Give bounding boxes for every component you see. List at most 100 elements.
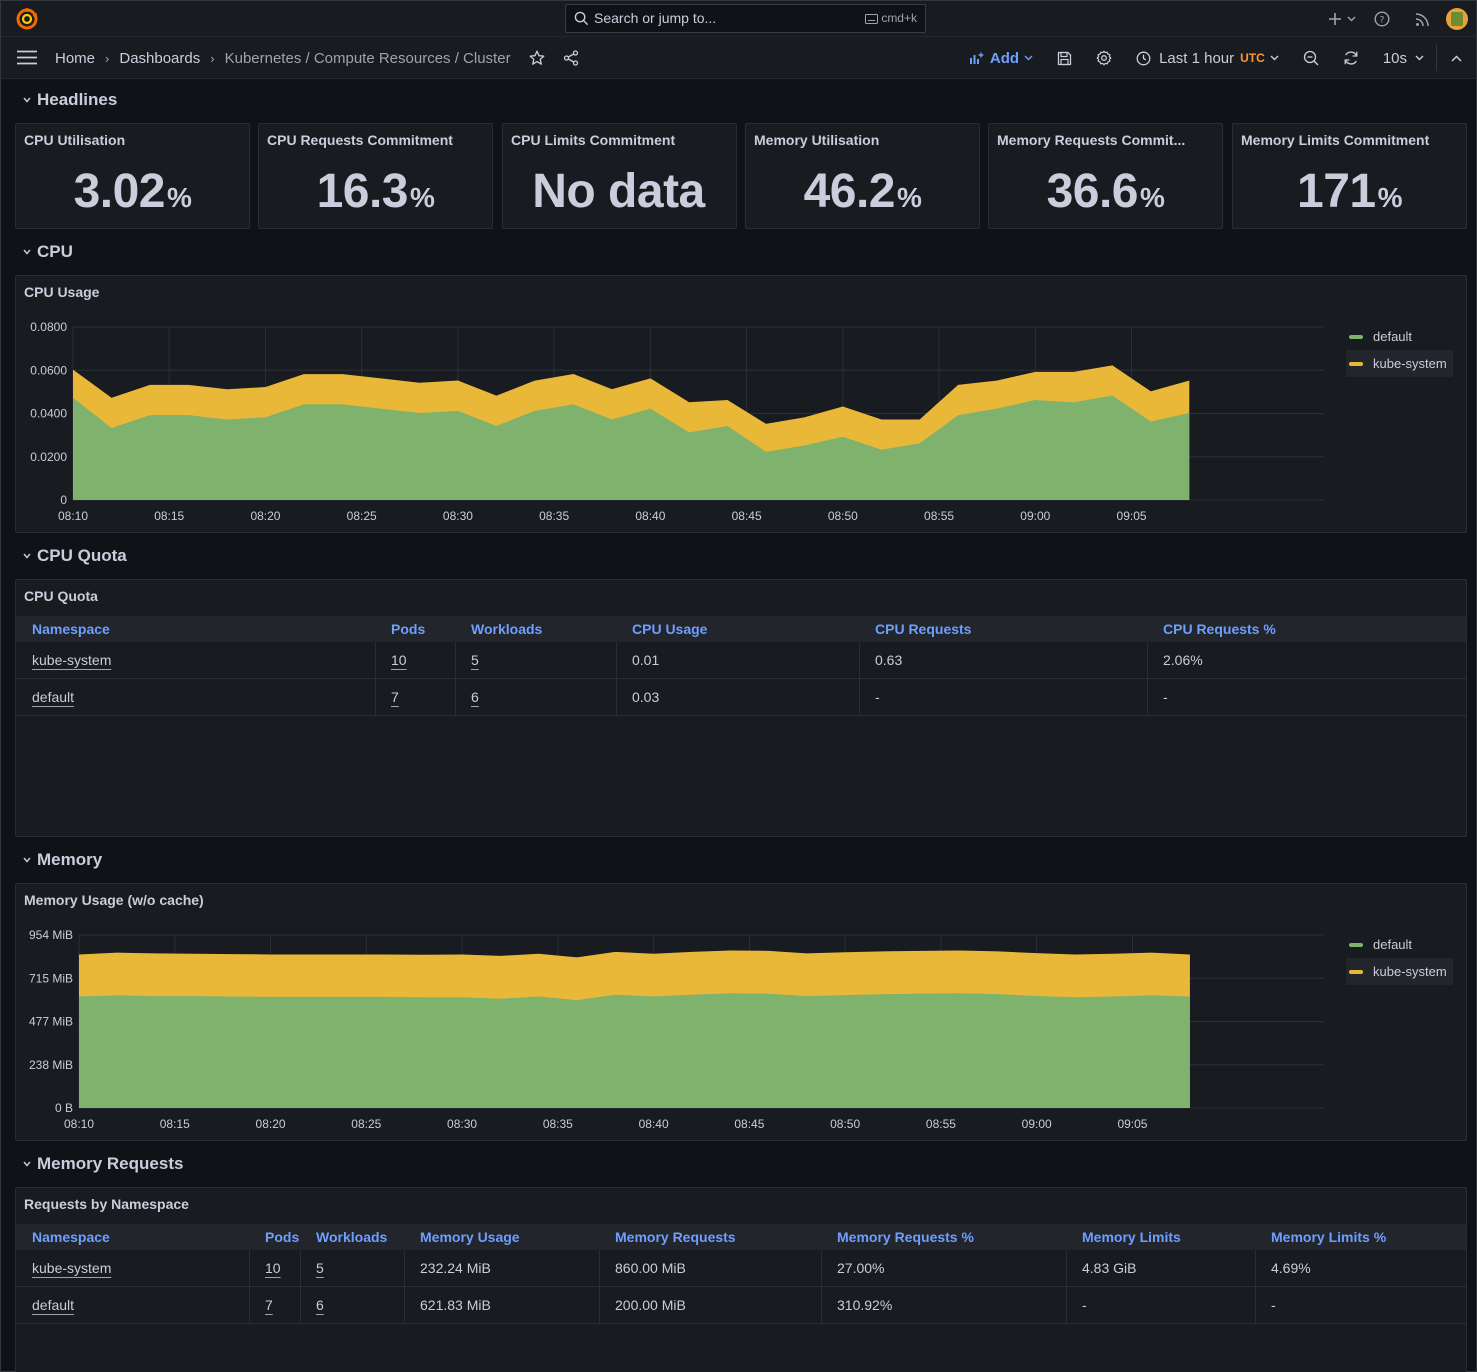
pods-link[interactable]: 7 — [265, 1297, 273, 1313]
menu-icon[interactable] — [17, 50, 37, 65]
search-placeholder: Search or jump to... — [594, 10, 717, 26]
y-tick-label: 0 B — [55, 1101, 73, 1115]
zoom-out-button[interactable] — [1291, 37, 1331, 79]
requests-by-namespace-panel: Requests by Namespace Namespace Pods Wor… — [15, 1187, 1467, 1372]
cell-divider — [455, 679, 456, 716]
user-avatar[interactable] — [1446, 8, 1468, 30]
namespace-link[interactable]: kube-system — [32, 1260, 112, 1276]
collapse-toolbar-button[interactable] — [1437, 37, 1476, 79]
refresh-interval-picker[interactable]: 10s — [1371, 37, 1436, 79]
column-header-pods[interactable]: Pods — [391, 621, 426, 637]
x-tick-label: 08:15 — [160, 1117, 190, 1131]
news-button[interactable] — [1402, 1, 1442, 37]
legend-item-kube-system[interactable]: kube-system — [1346, 350, 1453, 377]
star-icon — [529, 50, 545, 65]
x-tick-label: 09:00 — [1020, 509, 1050, 523]
row-cpu[interactable]: CPU — [23, 242, 73, 262]
cpu-usage-chart[interactable]: 0 0.0200 0.0400 0.0600 0.0800 08:10 08:15 08:20… — [16, 276, 1346, 532]
row-cpu-quota[interactable]: CPU Quota — [23, 546, 127, 566]
help-button[interactable]: ? — [1362, 1, 1402, 37]
time-range-picker[interactable]: Last 1 hour UTC — [1124, 37, 1291, 79]
legend-item-default[interactable]: default — [1346, 323, 1453, 350]
column-header-workloads[interactable]: Workloads — [316, 1229, 388, 1245]
column-header-cpu-requests[interactable]: CPU Requests — [875, 621, 972, 637]
refresh-icon — [1344, 51, 1358, 65]
memory-usage-panel[interactable]: Memory Usage (w/o cache) 0 B 238 MiB 477 M… — [15, 883, 1467, 1141]
row-memory[interactable]: Memory — [23, 850, 102, 870]
y-tick-label: 477 MiB — [29, 1015, 73, 1029]
workloads-link[interactable]: 6 — [471, 689, 479, 705]
legend-item-kube-system[interactable]: kube-system — [1346, 958, 1453, 985]
legend-swatch — [1349, 334, 1363, 339]
column-header-namespace[interactable]: Namespace — [32, 621, 110, 637]
workloads-link[interactable]: 6 — [316, 1297, 324, 1313]
breadcrumb-dashboards[interactable]: Dashboards — [119, 49, 201, 67]
cell-divider — [599, 1287, 600, 1324]
cell-divider — [821, 1287, 822, 1324]
cpu-usage-panel[interactable]: CPU Usage 0 0.0200 0.0400 0.0600 0.0800 08:10… — [15, 275, 1467, 533]
stat-panel-cpu-limits-commitment[interactable]: CPU Limits Commitment No data — [502, 123, 737, 229]
search-input[interactable]: Search or jump to... cmd+k — [565, 4, 926, 33]
cell-divider — [249, 1250, 250, 1287]
table-row: default 7 6 0.03 - - — [16, 679, 1466, 716]
series-area-default — [73, 396, 1190, 500]
column-header-memory-usage[interactable]: Memory Usage — [420, 1229, 520, 1245]
column-header-namespace[interactable]: Namespace — [32, 1229, 110, 1245]
stat-panel-cpu-requests-commitment[interactable]: CPU Requests Commitment 16.3% — [258, 123, 493, 229]
row-memory-requests[interactable]: Memory Requests — [23, 1154, 183, 1174]
top-bar: Search or jump to... cmd+k ? — [1, 1, 1476, 37]
stat-value: 36.6% — [1046, 165, 1165, 218]
help-icon: ? — [1374, 11, 1390, 27]
pods-link[interactable]: 10 — [391, 652, 407, 668]
legend-item-default[interactable]: default — [1346, 931, 1453, 958]
stat-panel-memory-utilisation[interactable]: Memory Utilisation 46.2% — [745, 123, 980, 229]
breadcrumb-home[interactable]: Home — [55, 49, 96, 67]
dashboard-settings-button[interactable] — [1084, 37, 1124, 79]
series-area-kube-system — [79, 950, 1190, 1001]
star-dashboard-button[interactable] — [529, 50, 545, 66]
memory-limits-percent-cell: 4.69% — [1271, 1260, 1311, 1276]
cell-divider — [375, 679, 376, 716]
stat-panel-memory-requests-commitment[interactable]: Memory Requests Commit... 36.6% — [988, 123, 1223, 229]
refresh-button[interactable] — [1331, 37, 1371, 79]
cell-divider — [375, 642, 376, 679]
share-dashboard-button[interactable] — [563, 50, 579, 66]
column-header-memory-limits[interactable]: Memory Limits — [1082, 1229, 1181, 1245]
column-header-cpu-requests-percent[interactable]: CPU Requests % — [1163, 621, 1276, 637]
namespace-link[interactable]: kube-system — [32, 652, 112, 668]
pods-link[interactable]: 10 — [265, 1260, 281, 1276]
x-tick-label: 08:55 — [926, 1117, 956, 1131]
column-header-memory-requests[interactable]: Memory Requests — [615, 1229, 736, 1245]
namespace-link[interactable]: default — [32, 689, 75, 705]
pods-link[interactable]: 7 — [391, 689, 399, 705]
workloads-link[interactable]: 5 — [471, 652, 479, 668]
add-button[interactable]: Add — [957, 37, 1045, 79]
column-header-cpu-usage[interactable]: CPU Usage — [632, 621, 708, 637]
column-header-workloads[interactable]: Workloads — [471, 621, 543, 637]
column-header-memory-requests-percent[interactable]: Memory Requests % — [837, 1229, 974, 1245]
stat-panel-cpu-utilisation[interactable]: CPU Utilisation 3.02% — [15, 123, 250, 229]
cell-divider — [1255, 1287, 1256, 1324]
panel-title: CPU Usage — [24, 284, 100, 300]
x-tick-label: 08:50 — [830, 1117, 860, 1131]
column-header-pods[interactable]: Pods — [265, 1229, 300, 1245]
row-headlines[interactable]: Headlines — [23, 90, 117, 110]
memory-usage-chart[interactable]: 0 B 238 MiB 477 MiB 715 MiB 954 MiB 08:10 08:1… — [16, 884, 1346, 1140]
add-button-label: Add — [989, 49, 1020, 67]
save-icon — [1057, 51, 1072, 65]
cell-divider — [616, 642, 617, 679]
namespace-link[interactable]: default — [32, 1297, 75, 1313]
legend-swatch — [1349, 361, 1363, 366]
cell-divider — [1066, 1287, 1067, 1324]
series-line-kube-system — [72, 365, 1190, 425]
grafana-logo-icon[interactable] — [15, 7, 39, 31]
new-menu-button[interactable] — [1322, 1, 1362, 37]
memory-limits-cell: 4.83 GiB — [1082, 1260, 1137, 1276]
workloads-link[interactable]: 5 — [316, 1260, 324, 1276]
stat-panel-memory-limits-commitment[interactable]: Memory Limits Commitment 171% — [1232, 123, 1467, 229]
chart-legend: default kube-system — [1346, 931, 1453, 985]
save-dashboard-button[interactable] — [1045, 37, 1084, 79]
chevron-up-icon — [1451, 54, 1462, 62]
y-tick-label: 0.0600 — [30, 363, 67, 377]
column-header-memory-limits-percent[interactable]: Memory Limits % — [1271, 1229, 1387, 1245]
